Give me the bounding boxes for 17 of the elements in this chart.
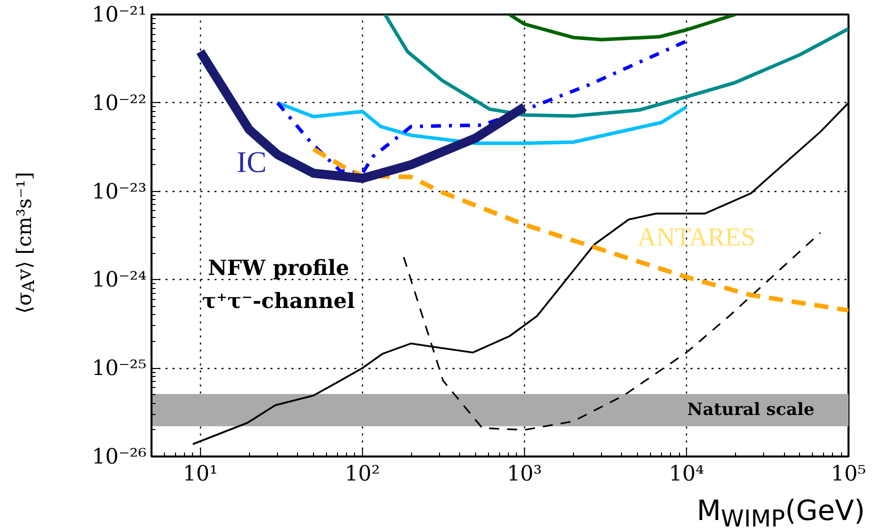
y-tick-label: 10⁻²²: [92, 90, 147, 115]
y-tick-label: 10⁻²⁵: [92, 356, 147, 380]
x-tick-label: 10¹: [182, 462, 218, 486]
x-tick-label: 10³: [506, 462, 542, 486]
x-tick-label: 10²: [344, 462, 380, 486]
annotation: NFW profile: [208, 255, 350, 280]
series-label: ANTARES: [638, 222, 756, 252]
x-tick-label: 10⁴: [668, 462, 704, 486]
y-tick-label: 10⁻²³: [92, 179, 147, 204]
y-tick-label: 10⁻²⁶: [92, 444, 147, 468]
x-tick-label: 10⁵: [830, 462, 866, 486]
x-axis-title: M$_{WIMP}$(GeV): [696, 494, 865, 528]
series-label: IC: [236, 146, 267, 180]
band-label: Natural scale: [687, 400, 815, 420]
y-tick-label: 10⁻²⁴: [92, 268, 147, 292]
annotation: τ⁺τ⁻-channel: [202, 288, 355, 313]
y-tick-label: 10⁻²¹: [92, 2, 147, 26]
